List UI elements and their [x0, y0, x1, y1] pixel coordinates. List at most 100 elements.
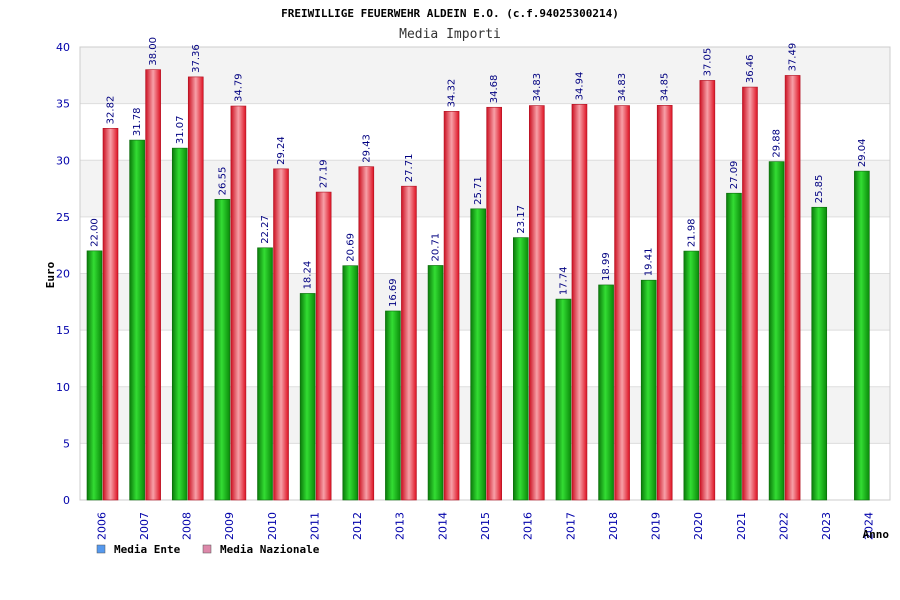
- data-label: 20.71: [431, 233, 442, 262]
- bar-media-nazionale: [102, 128, 119, 501]
- bar-media-ente: [86, 250, 103, 501]
- chart-subtitle: Media Importi: [399, 27, 501, 42]
- bar-media-nazionale: [784, 75, 801, 501]
- legend-swatch: [202, 544, 212, 554]
- x-tick-label: 2018: [607, 512, 620, 540]
- y-tick-label: 30: [56, 154, 70, 167]
- bar-media-ente: [513, 237, 529, 501]
- data-label: 26.55: [217, 167, 228, 196]
- bar-media-ente: [598, 284, 614, 501]
- y-tick-label: 5: [63, 437, 70, 450]
- data-label: 18.24: [303, 261, 314, 290]
- bar-media-nazionale: [273, 168, 289, 501]
- data-label: 34.83: [617, 73, 628, 102]
- data-label: 27.71: [404, 154, 415, 183]
- bar-media-nazionale: [486, 106, 502, 501]
- bar-media-ente: [811, 206, 828, 501]
- bar-media-ente: [726, 192, 742, 501]
- y-tick-label: 25: [56, 211, 70, 224]
- x-tick-label: 2011: [308, 512, 321, 540]
- bar-media-ente: [555, 298, 572, 501]
- data-label: 34.68: [489, 75, 500, 104]
- data-label: 16.69: [388, 278, 399, 307]
- data-label: 37.05: [702, 48, 713, 77]
- x-tick-label: 2016: [522, 512, 535, 540]
- data-label: 34.79: [233, 73, 244, 102]
- y-tick-label: 15: [56, 324, 70, 337]
- legend-label: Media Ente: [114, 543, 181, 556]
- bar-media-nazionale: [315, 191, 332, 501]
- x-tick-label: 2024: [863, 512, 876, 540]
- data-label: 36.46: [745, 54, 756, 83]
- bar-media-nazionale: [529, 105, 545, 501]
- bar-media-ente: [854, 170, 870, 501]
- data-label: 17.74: [558, 266, 569, 295]
- bar-media-nazionale: [230, 105, 247, 501]
- data-label: 29.43: [361, 134, 372, 163]
- bar-media-nazionale: [187, 76, 204, 501]
- data-label: 25.85: [814, 175, 825, 204]
- data-label: 29.88: [772, 129, 783, 158]
- y-tick-label: 20: [56, 268, 70, 281]
- bar-media-ente: [768, 161, 785, 501]
- data-label: 37.36: [191, 44, 202, 73]
- legend: Media Ente Media Nazionale: [96, 543, 320, 556]
- bar-media-ente: [342, 265, 359, 501]
- bar-media-ente: [470, 208, 486, 501]
- data-label: 32.82: [106, 96, 117, 125]
- x-tick-label: 2020: [692, 512, 705, 540]
- data-label: 21.98: [686, 218, 697, 247]
- x-tick-label: 2017: [564, 512, 577, 540]
- x-tick-label: 2021: [735, 512, 748, 540]
- data-label: 38.00: [148, 37, 159, 66]
- bar-media-nazionale: [443, 111, 460, 501]
- data-label: 27.19: [319, 159, 330, 188]
- y-tick-label: 0: [63, 494, 70, 507]
- x-tick-label: 2010: [266, 512, 279, 540]
- y-axis-label: Euro: [44, 261, 57, 288]
- x-tick-label: 2019: [650, 512, 663, 540]
- bar-media-nazionale: [742, 86, 758, 501]
- bar-media-nazionale: [145, 69, 161, 501]
- x-tick-label: 2009: [223, 512, 236, 540]
- x-tick-label: 2007: [138, 512, 151, 540]
- bar-media-nazionale: [358, 166, 375, 501]
- data-label: 34.85: [660, 73, 671, 102]
- bar-media-nazionale: [571, 104, 588, 501]
- bar-media-ente: [171, 147, 188, 501]
- x-tick-label: 2006: [95, 512, 108, 540]
- x-tick-label: 2022: [777, 512, 790, 540]
- x-axis-label: Anno: [863, 528, 890, 541]
- bar-media-nazionale: [699, 80, 716, 501]
- x-tick-label: 2013: [394, 512, 407, 540]
- data-label: 22.00: [90, 218, 101, 247]
- data-label: 34.83: [532, 73, 543, 102]
- bar-media-ente: [129, 139, 145, 501]
- data-label: 29.24: [276, 136, 287, 165]
- y-tick-label: 35: [56, 98, 70, 111]
- chart-title: FREIWILLIGE FEUERWEHR ALDEIN E.O. (c.f.9…: [281, 7, 619, 20]
- bar-media-nazionale: [401, 185, 417, 501]
- data-label: 27.09: [729, 161, 740, 190]
- bar-media-nazionale: [656, 105, 673, 501]
- y-tick-label: 10: [56, 381, 70, 394]
- data-label: 37.49: [788, 43, 799, 72]
- bar-media-nazionale: [614, 105, 630, 501]
- legend-swatch: [96, 544, 106, 554]
- y-tick-label: 40: [56, 41, 70, 54]
- data-label: 18.99: [601, 252, 612, 281]
- x-tick-label: 2023: [820, 512, 833, 540]
- data-label: 34.94: [574, 72, 585, 101]
- bar-media-ente: [683, 250, 700, 501]
- data-label: 31.78: [132, 107, 143, 136]
- bar-media-ente: [299, 293, 316, 501]
- data-label: 25.71: [473, 176, 484, 205]
- bar-media-ente: [427, 265, 444, 501]
- bar-media-ente: [385, 310, 401, 501]
- bar-media-ente: [640, 279, 657, 501]
- data-label: 34.32: [447, 79, 458, 108]
- data-label: 31.07: [175, 115, 186, 144]
- x-tick-label: 2015: [479, 512, 492, 540]
- bar-media-ente: [214, 199, 231, 501]
